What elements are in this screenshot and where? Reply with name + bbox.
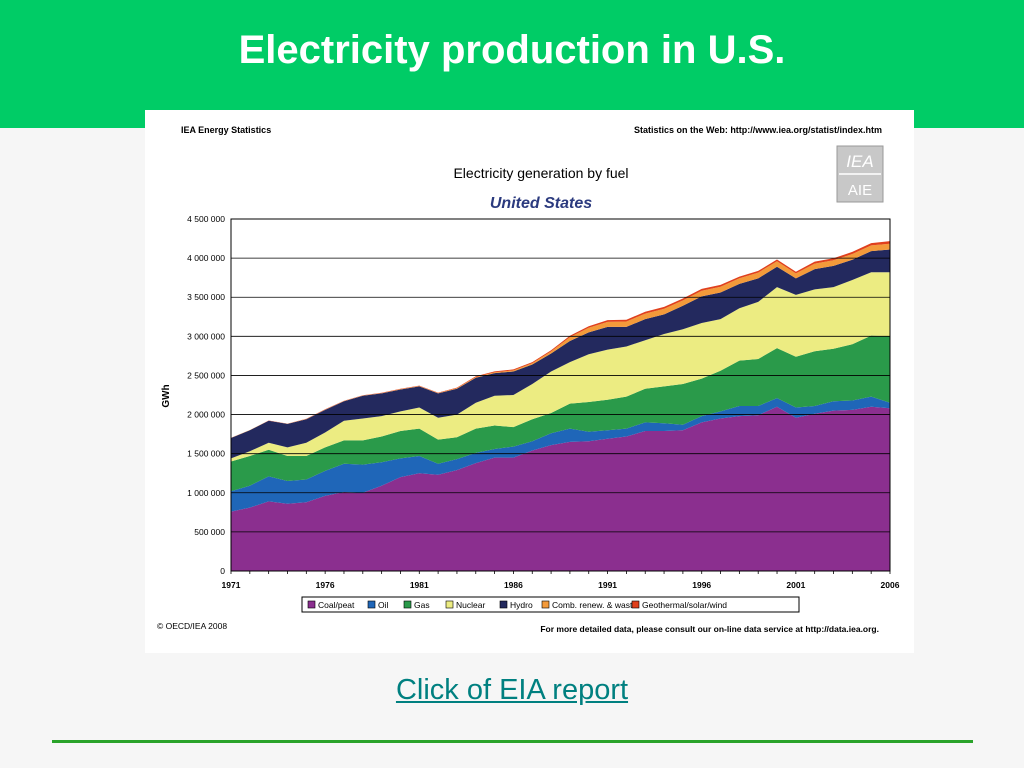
source-right-label: Statistics on the Web: http://www.iea.or… xyxy=(634,125,882,135)
chart-panel: IEA Energy Statistics Statistics on the … xyxy=(145,110,914,653)
legend-label-gas: Gas xyxy=(414,600,430,610)
legend-label-geothermal-solar-wind: Geothermal/solar/wind xyxy=(642,600,727,610)
y-tick-label: 500 000 xyxy=(194,527,225,537)
legend-swatch-hydro xyxy=(499,600,508,609)
footnote-label: For more detailed data, please consult o… xyxy=(540,624,879,634)
copyright-label: © OECD/IEA 2008 xyxy=(157,621,227,631)
plot-frame xyxy=(230,218,891,572)
y-tick-label: 2 500 000 xyxy=(187,370,225,380)
series-area-coal-peat xyxy=(231,406,890,571)
header-band xyxy=(0,0,1024,128)
y-tick-label: 3 000 000 xyxy=(187,331,225,341)
eia-report-link[interactable]: Click of EIA report xyxy=(395,674,629,706)
y-axis-label: GWh xyxy=(161,384,172,407)
iea-logo: IEA AIE xyxy=(836,145,884,203)
y-tick-label: 2 000 000 xyxy=(187,410,225,420)
legend-swatch-coal-peat xyxy=(307,600,316,609)
x-tick-label: 2001 xyxy=(786,580,805,590)
x-tick-label: 1996 xyxy=(692,580,711,590)
legend-swatch-comb-renew-waste xyxy=(541,600,550,609)
chart-subtitle: United States xyxy=(490,195,592,212)
y-tick-label: 0 xyxy=(220,566,225,576)
logo-text: IEA xyxy=(846,152,873,171)
legend-swatch-gas xyxy=(403,600,412,609)
legend-label-comb-renew-waste: Comb. renew. & waste xyxy=(552,600,637,610)
x-tick-label: 1971 xyxy=(222,580,241,590)
legend-swatch-geothermal-solar-wind xyxy=(631,600,640,609)
x-tick-label: 1991 xyxy=(598,580,617,590)
legend-label-coal-peat: Coal/peat xyxy=(318,600,355,610)
x-tick-label: 1976 xyxy=(316,580,335,590)
footer-divider xyxy=(52,740,973,743)
svg-text:AIE: AIE xyxy=(848,182,872,199)
y-tick-label: 1 500 000 xyxy=(187,449,225,459)
source-left-label: IEA Energy Statistics xyxy=(181,125,271,135)
legend-swatch-nuclear xyxy=(445,600,454,609)
y-tick-label: 4 500 000 xyxy=(187,214,225,224)
legend-label-hydro: Hydro xyxy=(510,600,533,610)
legend-box xyxy=(301,596,800,613)
series-area-gas xyxy=(231,335,890,492)
x-tick-label: 1981 xyxy=(410,580,429,590)
series-area-comb-renew-waste xyxy=(231,243,890,438)
y-tick-label: 1 000 000 xyxy=(187,488,225,498)
y-tick-label: 4 000 000 xyxy=(187,253,225,263)
legend-swatch-oil xyxy=(367,600,376,609)
y-tick-label: 3 500 000 xyxy=(187,292,225,302)
x-tick-label: 2006 xyxy=(881,580,900,590)
chart-title: Electricity generation by fuel xyxy=(453,165,628,181)
legend: Coal/peat Oil Gas Nuclear Hydro Comb. renew. … xyxy=(301,596,800,613)
legend-label-oil: Oil xyxy=(378,600,389,610)
series-area-geothermal-solar-wind xyxy=(231,241,890,438)
x-tick-label: 1986 xyxy=(504,580,523,590)
series-area-hydro xyxy=(231,249,890,459)
plot-area: 0 500 000 1 000 000 1 500 000 2 000 000 2 500… xyxy=(187,214,900,590)
legend-label-nuclear: Nuclear xyxy=(456,600,485,610)
slide-title: Electricity production in U.S. xyxy=(238,28,786,72)
electricity-chart: IEA Energy Statistics Statistics on the … xyxy=(157,125,900,634)
series-area-oil xyxy=(231,396,890,512)
